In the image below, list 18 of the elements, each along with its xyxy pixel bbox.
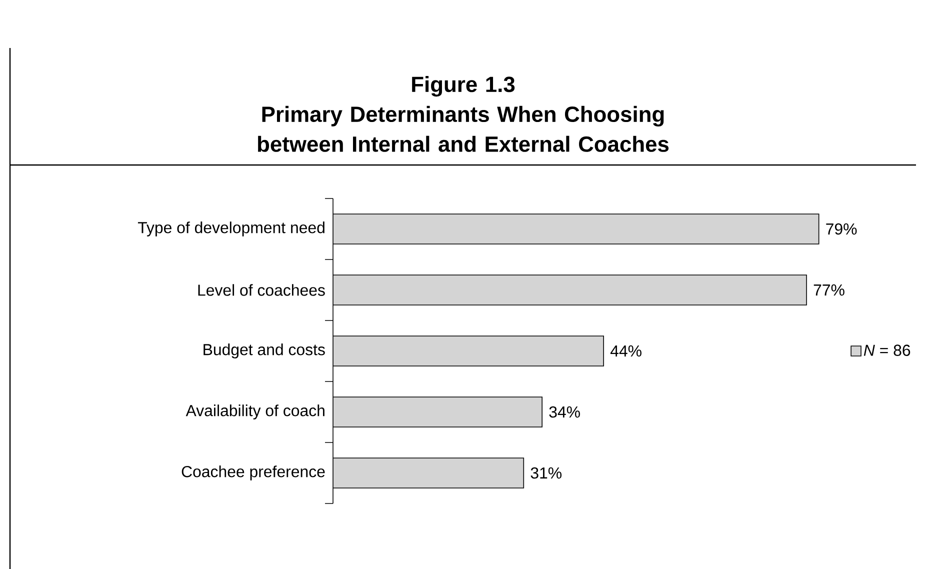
- y-tick-label: Level of coachees: [198, 284, 325, 296]
- bar: [333, 274, 807, 306]
- data-label: 79%: [826, 223, 857, 235]
- y-tick-label: Budget and costs: [204, 344, 325, 358]
- bar: [333, 458, 524, 488]
- data-label: 44%: [610, 345, 642, 357]
- bar: [333, 396, 542, 428]
- data-label: 77%: [814, 284, 844, 296]
- data-label: 34%: [549, 406, 580, 418]
- legend-label: N = 86: [864, 344, 910, 356]
- y-tick-label: Coachee preference: [182, 466, 325, 480]
- chart-title: Figure 1.3: [412, 76, 515, 97]
- y-tick-label: Availability of coach: [186, 404, 324, 420]
- bar: [333, 214, 820, 244]
- y-tick-label: Type of development need: [138, 222, 324, 236]
- bar: [333, 336, 604, 366]
- chart-subtitle: Primary Determinants When Choosing between Internal and External Coaches: [258, 106, 669, 152]
- data-label: 31%: [530, 467, 562, 479]
